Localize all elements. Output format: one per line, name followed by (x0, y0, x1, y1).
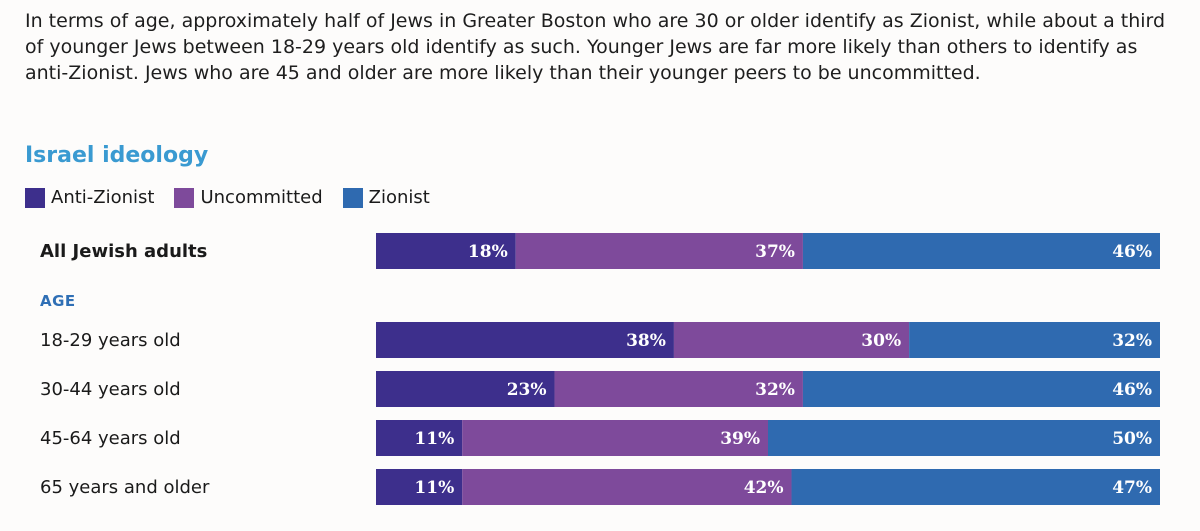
value-label-anti-zionist-65-years-and-older: 11% (414, 478, 454, 498)
bar-anti-zionist-all-jewish-adults (376, 233, 516, 269)
value-label-zionist-30-44-years-old: 46% (1112, 380, 1152, 400)
value-label-zionist-18-29-years-old: 32% (1112, 331, 1152, 351)
row-label-45-64-years-old: 45-64 years old (40, 428, 181, 449)
bar-uncommitted-18-29-years-old (673, 322, 910, 358)
value-label-anti-zionist-45-64-years-old: 11% (414, 429, 454, 449)
bar-anti-zionist-30-44-years-old (376, 371, 555, 407)
legend-label-zionist: Zionist (368, 187, 430, 208)
section-label-age: AGE (40, 292, 76, 310)
bar-zionist-30-44-years-old (802, 371, 1160, 407)
legend-item-zionist: Zionist (342, 187, 430, 208)
bar-zionist-45-64-years-old (768, 420, 1160, 456)
value-label-uncommitted-30-44-years-old: 32% (755, 380, 795, 400)
bar-uncommitted-45-64-years-old (462, 420, 768, 456)
value-label-anti-zionist-18-29-years-old: 38% (626, 331, 666, 351)
row-label-65-years-and-older: 65 years and older (40, 477, 210, 498)
value-label-uncommitted-45-64-years-old: 39% (720, 429, 760, 449)
bar-zionist-all-jewish-adults (802, 233, 1160, 269)
value-label-anti-zionist-all-jewish-adults: 18% (468, 242, 508, 262)
chart-title: Israel ideology (25, 143, 209, 168)
bar-zionist-65-years-and-older (791, 469, 1160, 505)
bar-anti-zionist-45-64-years-old (376, 420, 463, 456)
bar-anti-zionist-65-years-and-older (376, 469, 463, 505)
row-label-30-44-years-old: 30-44 years old (40, 379, 181, 400)
legend-label-anti-zionist: Anti-Zionist (51, 187, 155, 208)
bar-zionist-18-29-years-old (909, 322, 1160, 358)
value-label-uncommitted-18-29-years-old: 30% (861, 331, 901, 351)
value-label-anti-zionist-30-44-years-old: 23% (507, 380, 547, 400)
legend-swatch-uncommitted (174, 187, 195, 208)
value-label-zionist-45-64-years-old: 50% (1112, 429, 1152, 449)
bar-uncommitted-30-44-years-old (554, 371, 803, 407)
bar-uncommitted-all-jewish-adults (515, 233, 803, 269)
value-label-uncommitted-65-years-and-older: 42% (744, 478, 784, 498)
bar-anti-zionist-18-29-years-old (376, 322, 674, 358)
legend-swatch-zionist (342, 187, 363, 208)
intro-paragraph: In terms of age, approximately half of J… (25, 10, 1166, 84)
legend-swatch-anti-zionist (25, 187, 45, 208)
value-label-zionist-all-jewish-adults: 46% (1112, 242, 1152, 262)
chart-legend: Anti-Zionist Uncommitted Zionist (25, 187, 450, 208)
value-label-zionist-65-years-and-older: 47% (1112, 478, 1152, 498)
legend-item-uncommitted: Uncommitted (174, 187, 323, 208)
legend-item-anti-zionist: Anti-Zionist (25, 187, 154, 208)
row-label-18-29-years-old: 18-29 years old (40, 330, 181, 351)
bar-uncommitted-65-years-and-older (462, 469, 792, 505)
row-label-all-jewish-adults: All Jewish adults (40, 241, 207, 262)
value-label-uncommitted-all-jewish-adults: 37% (755, 242, 795, 262)
bar-group: All Jewish adults 18% 37% 46% 18-29 years ol… (40, 233, 1160, 505)
legend-label-uncommitted: Uncommitted (200, 187, 323, 208)
